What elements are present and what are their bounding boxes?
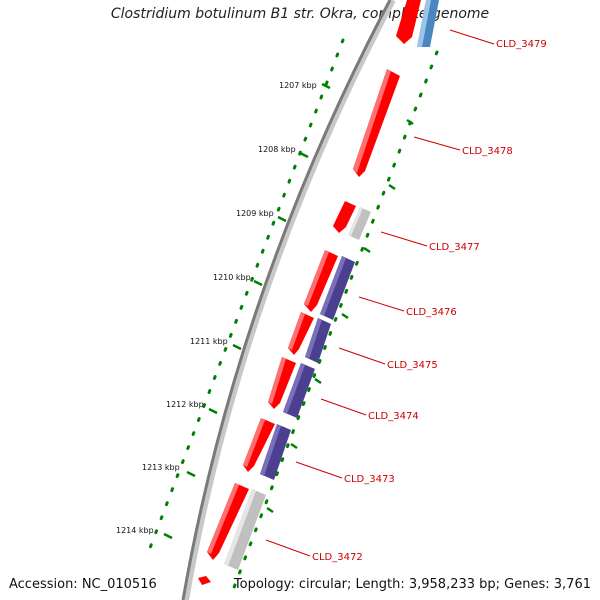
gene-3474-red [268, 357, 296, 409]
backbone-line [181, 0, 392, 600]
genome-summary-text: Topology: circular; Length: 3,958,233 bp… [233, 577, 591, 592]
map-title: Clostridium botulinum B1 str. Okra, comp… [110, 6, 490, 22]
gene-3474-purple [283, 363, 315, 418]
gene-small-red [198, 576, 211, 585]
kbp-label-1208: 1208 kbp [258, 145, 296, 154]
kbp-label-1212: 1212 kbp [166, 400, 204, 409]
label-leaders [265, 29, 495, 557]
gene-3473-red [243, 418, 275, 472]
gene-3473-purple [260, 424, 291, 480]
kbp-label-1214: 1214 kbp [116, 526, 154, 535]
gene-label-cld-3472: CLD_3472 [312, 552, 363, 563]
gene-label-cld-3479: CLD_3479 [496, 39, 547, 50]
outer-tick-ring [228, 50, 439, 600]
kbp-label-1210: 1210 kbp [213, 273, 251, 282]
gene-3472-red [207, 483, 249, 560]
gene-3475-red [288, 312, 314, 355]
gene-3477-red [333, 201, 356, 233]
gene-3479-red [396, 0, 421, 44]
kbp-label-1213: 1213 kbp [142, 463, 180, 472]
gene-label-cld-3476: CLD_3476 [406, 307, 457, 318]
gene-3477-grey [348, 207, 371, 240]
gene-label-cld-3473: CLD_3473 [344, 474, 395, 485]
gene-3479-blue [417, 0, 439, 47]
gene-3475-purple [305, 318, 331, 363]
backbone-shadow [183, 0, 396, 600]
gene-label-cld-3475: CLD_3475 [387, 360, 438, 371]
gene-3472-grey [224, 489, 266, 570]
gene-3478 [353, 69, 400, 177]
gene-label-cld-3478: CLD_3478 [462, 146, 513, 157]
inner-tick-ring [148, 38, 345, 550]
kbp-label-1207: 1207 kbp [279, 81, 317, 90]
gene-label-cld-3474: CLD_3474 [368, 411, 419, 422]
major-ticks [163, 82, 414, 540]
kbp-label-1209: 1209 kbp [236, 209, 274, 218]
accession-text: Accession: NC_010516 [9, 577, 157, 592]
kbp-label-1211: 1211 kbp [190, 337, 228, 346]
gene-3476-purple [320, 256, 355, 320]
gene-label-cld-3477: CLD_3477 [429, 242, 480, 253]
gene-3476-red [304, 250, 338, 312]
